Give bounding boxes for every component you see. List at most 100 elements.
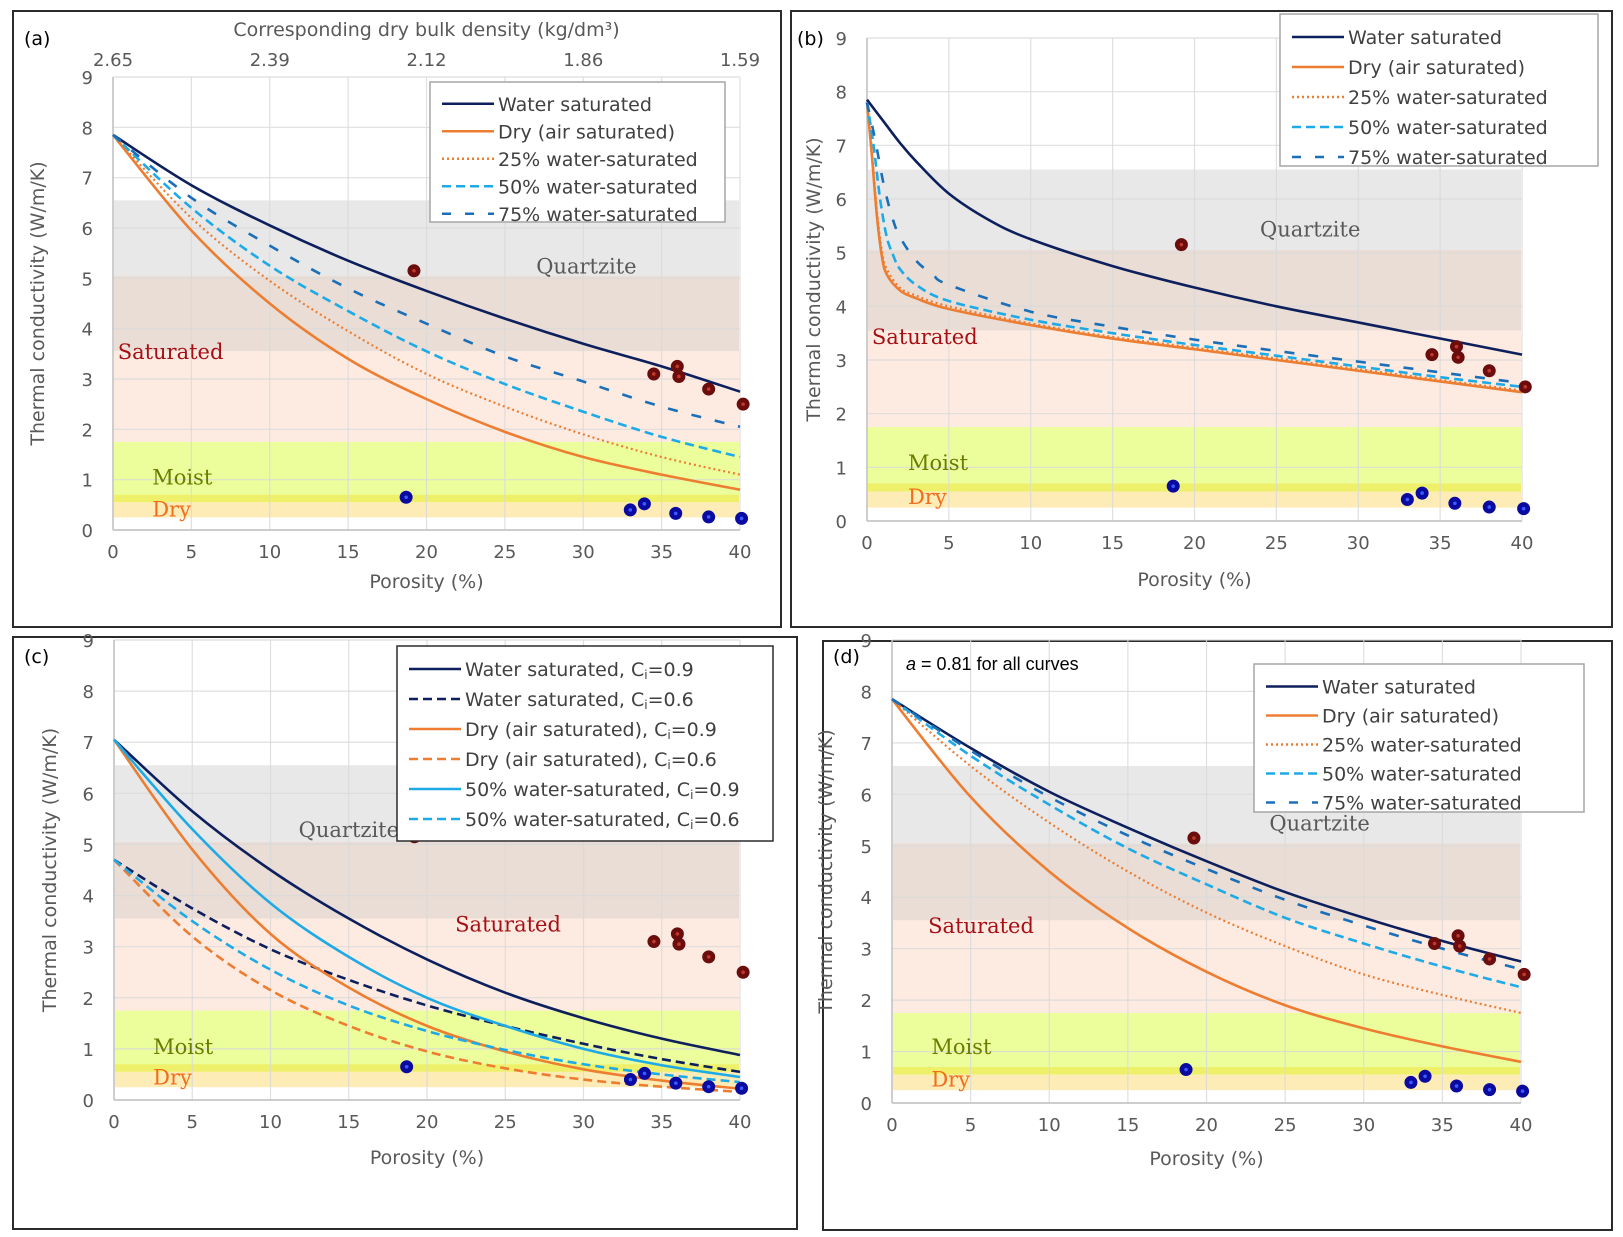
x-tick-label: 40 [729,1112,752,1133]
band-label-saturated: Saturated [928,914,1034,938]
y-tick-label: 7 [861,734,872,755]
y-axis-title: Thermal conductivity (W/m/K) [815,729,837,1014]
chart-panel-b: 0 5 10 15 20 25 30 35 40 0 1 2 3 4 5 6 7 8 9 Porosity (%) Th… [797,13,1599,591]
legend-label-3: 50% water-saturated [498,176,698,198]
legend-label-main: Dry (air saturated), C [465,749,667,771]
series-line-0 [891,698,1522,963]
saturated-sample-point-center [1432,941,1437,946]
dry-sample-point-center [404,1064,409,1069]
y-tick-label: 1 [82,471,93,492]
legend-label-suffix: =0.9 [693,779,739,801]
legend-label-subscript: i [667,758,670,772]
band-label-quartzite: Quartzite [536,254,636,278]
saturated-sample-point-center [652,939,656,944]
dry-sample-point-center [706,1084,711,1089]
annotation-italic-a: a [906,654,916,674]
saturated-sample-point-center [651,372,656,376]
band-label-dry: Dry [908,485,947,509]
legend-label-subscript: i [644,698,647,712]
legend-label-5: 50% water-saturated, Ci=0.6 [465,809,740,832]
y-tick-label: 8 [836,83,847,104]
x-tick-label: 15 [1101,533,1124,554]
chart-panel-c: 0 5 10 15 20 25 30 35 40 0 1 2 3 4 5 6 7 8 9 Porosity (%) Th… [24,631,774,1169]
band-label-dry: Dry [153,1066,192,1090]
legend-label-1: Dry (air saturated) [498,121,675,143]
y-tick-label: 6 [83,784,94,805]
legend-label-main: Water saturated, C [465,659,644,681]
band-label-dry: Dry [931,1068,970,1092]
dry-sample-point-center [674,1081,678,1085]
x-tick-label: 35 [1429,533,1452,554]
legend-label-4: 75% water-saturated [1348,147,1548,169]
x-tick-label: 30 [572,1112,595,1133]
band-label-saturated: Saturated [118,340,224,364]
dry-sample-point-center [628,508,633,512]
dry-sample-point-center [1171,484,1176,488]
saturated-sample-point-center [706,955,711,959]
dry-sample-point-center [706,515,711,519]
y-tick-label: 6 [836,190,847,211]
y-tick-label: 2 [82,420,93,441]
y-tick-label: 6 [861,785,872,806]
y-tick-label: 0 [82,521,93,542]
legend-label-subscript: i [690,818,693,832]
saturated-sample-point-center [1179,242,1184,247]
series-line-5 [113,858,741,1084]
legend-label-subscript: i [690,788,693,802]
y-tick-label: 7 [83,733,94,754]
legend-label-0: Water saturated, Ci=0.9 [465,659,694,682]
legend-box [1279,13,1599,167]
y-tick-label: 0 [836,512,847,533]
x-tick-label: 15 [337,542,360,563]
dry-sample-point-center [1184,1067,1188,1072]
secondary-x-tick-label: 2.65 [93,50,133,71]
x-tick-label: 20 [416,1112,439,1133]
band-label-moist: Moist [908,451,969,475]
y-axis-title: Thermal conductivity (W/m/K) [39,728,61,1013]
legend: Water saturated Dry (air saturated) 25% wa… [1279,13,1599,169]
x-tick-label: 15 [1116,1115,1139,1136]
saturated-sample-point-center [675,364,680,369]
y-tick-label: 4 [861,888,872,909]
annotation-note: a = 0.81 for all curves [906,654,1079,674]
x-tick-label: 20 [1183,533,1206,554]
band-label-dry: Dry [152,497,191,521]
y-tick-label: 9 [861,631,872,652]
legend-label-1: Water saturated, Ci=0.6 [465,689,694,712]
series-line-1 [111,134,741,492]
saturated-sample-point-center [1487,957,1492,961]
x-axis-title: Porosity (%) [370,1147,484,1169]
y-tick-label: 4 [836,297,847,318]
panel-label: (a) [24,28,50,50]
y-tick-label: 1 [836,458,847,479]
saturated-sample-point-center [1522,972,1526,977]
legend-label-suffix: =0.6 [693,809,739,831]
legend-label-3: Dry (air saturated), Ci=0.6 [465,749,717,772]
x-tick-label: 35 [650,542,673,563]
x-tick-label: 5 [965,1115,976,1136]
legend-label-subscript: i [644,668,647,682]
secondary-x-tick-label: 1.59 [720,50,760,71]
y-tick-label: 3 [82,370,93,391]
x-tick-label: 40 [1510,1115,1533,1136]
x-tick-label: 10 [1019,533,1042,554]
legend-label-4: 75% water-saturated [1322,793,1522,815]
legend-label-suffix: =0.9 [671,719,717,741]
legend-label-main: 50% water-saturated, C [465,779,690,801]
panel-label: (c) [24,646,49,668]
series-line-2 [865,102,1523,392]
x-tick-label: 10 [1038,1115,1061,1136]
band-label-saturated: Saturated [455,912,561,936]
y-tick-label: 2 [861,991,872,1012]
series-line-3 [112,133,741,459]
legend-label-suffix: =0.9 [648,659,694,681]
secondary-x-tick-label: 1.86 [563,50,603,71]
legend-label-4: 75% water-saturated [498,204,698,226]
x-tick-label: 20 [415,542,438,563]
saturated-sample-point-center [1430,352,1434,357]
dry-sample-point-center [404,495,408,500]
y-tick-label: 4 [82,320,93,341]
y-tick-label: 7 [82,169,93,190]
series-line-0 [113,738,741,1057]
